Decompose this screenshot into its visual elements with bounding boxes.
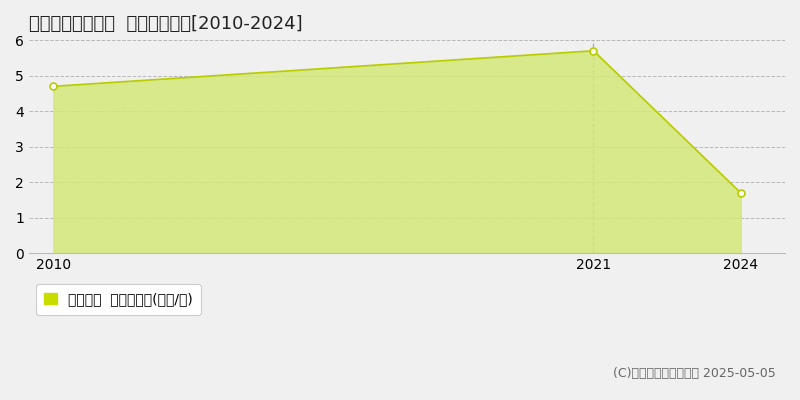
Point [587, 48, 600, 54]
Text: 東田川郡庄内町跡  土地価格推移[2010-2024]: 東田川郡庄内町跡 土地価格推移[2010-2024] [29, 15, 302, 33]
Text: (C)土地価格ドットコム 2025-05-05: (C)土地価格ドットコム 2025-05-05 [614, 367, 776, 380]
Point [47, 83, 60, 90]
Legend: 土地価格  平均坪単価(万円/坪): 土地価格 平均坪単価(万円/坪) [36, 284, 201, 315]
Point [734, 190, 747, 196]
